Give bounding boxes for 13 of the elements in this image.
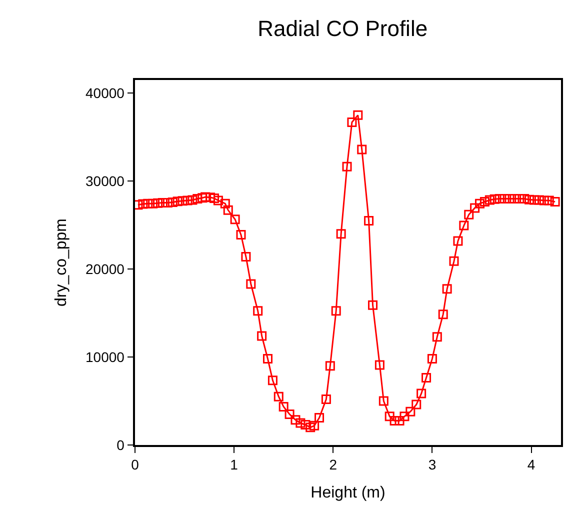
x-tick-label: 4 [527,456,536,473]
x-axis-title: Height (m) [310,484,386,502]
y-tick-label: 20000 [86,261,125,277]
x-tick-label: 0 [131,456,140,473]
x-tick-label: 2 [329,456,338,473]
y-tick-label: 30000 [86,173,125,190]
x-tick-label: 1 [230,456,238,473]
chart-title: Radial CO Profile [258,16,428,42]
y-axis-title: dry_co_ppm [52,218,70,307]
y-tick-label: 40000 [86,85,125,102]
y-tick-label: 10000 [86,348,125,365]
y-tick-label: 0 [116,436,125,453]
x-tick-label: 3 [428,456,436,473]
